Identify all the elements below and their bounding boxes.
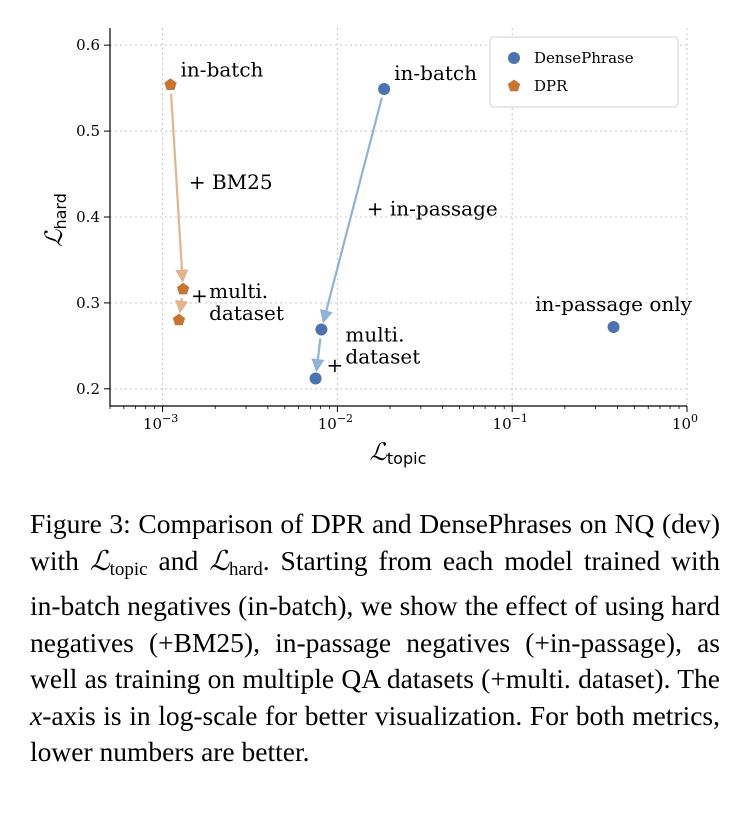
x-tick-base: 10 <box>672 415 691 433</box>
x-tick-label: 10−1 <box>493 412 528 433</box>
caption-text-2: . Starting from each model trained with … <box>30 544 721 695</box>
caption-and: and <box>158 544 199 576</box>
point-label: in-batch <box>394 61 477 85</box>
y-tick-label: 0.2 <box>76 380 100 398</box>
x-axis-label: ℒtopic <box>370 438 427 468</box>
point-dpr-0 <box>164 78 177 90</box>
arrow-densephrase-0 <box>319 97 383 324</box>
y-tick-label: 0.6 <box>76 36 100 54</box>
x-tick-exponent: −2 <box>337 412 353 425</box>
x-tick-label: 10−2 <box>318 412 353 433</box>
y-axis-subscript: hard <box>51 193 70 229</box>
point-densephrase-3 <box>607 320 620 333</box>
figure-caption: Figure 3: Comparison of DPR and DensePhr… <box>30 506 720 771</box>
x-tick-label: 100 <box>672 412 698 433</box>
point-densephrase-2 <box>309 372 322 385</box>
caption-l-topic-symbol: ℒ <box>89 544 110 576</box>
caption-sub-topic: topic <box>109 558 148 580</box>
caption-label: Figure 3: <box>30 508 131 539</box>
legend-marker-dpr <box>507 79 521 92</box>
arrow-label: + BM25 <box>189 170 273 194</box>
point-label-line: multi. <box>345 323 404 347</box>
caption-x-variable: x <box>30 699 43 731</box>
arrow-label: + in-passage <box>367 196 498 220</box>
x-tick-exponent: −1 <box>512 412 528 425</box>
point-label-line: dataset <box>209 301 284 325</box>
arrow-densephrase-1 <box>311 338 325 373</box>
caption-text-1: Comparison of DPR and DensePhrases on NQ… <box>30 508 720 576</box>
point-label-line: in-batch <box>394 61 477 85</box>
point-label-line: dataset <box>345 345 420 369</box>
x-tick-exponent: −3 <box>162 412 178 425</box>
y-axis-label: ℒhard <box>40 193 70 247</box>
point-label-line: in-batch <box>181 58 264 82</box>
y-axis-symbol: ℒ <box>40 229 68 247</box>
point-label: in-passage only <box>535 292 693 316</box>
point-label: multi. dataset <box>345 323 420 369</box>
y-tick-label: 0.4 <box>76 208 100 226</box>
legend-entry: DPR <box>534 77 568 95</box>
legend-marker-densephrase <box>508 52 520 64</box>
x-tick-base: 10 <box>143 415 162 433</box>
arrow-dpr-0 <box>169 93 189 283</box>
point-densephrase-1 <box>315 323 328 336</box>
point-label-line: multi. <box>209 279 268 303</box>
arrow-label: + <box>326 353 343 377</box>
caption-l-hard-symbol: ℒ <box>209 544 229 576</box>
x-axis-subscript: topic <box>387 449 426 468</box>
point-label-line: in-passage only <box>535 292 693 316</box>
data-points <box>164 78 620 385</box>
x-tick-base: 10 <box>318 415 337 433</box>
y-tick-label: 0.5 <box>76 122 100 140</box>
legend: DensePhrase DPR <box>489 36 679 108</box>
x-tick-label: 10−3 <box>143 412 178 433</box>
point-label: multi. dataset <box>209 279 284 325</box>
legend-box <box>489 36 679 108</box>
point-dpr-2 <box>172 313 186 326</box>
point-label: in-batch <box>181 58 264 82</box>
x-tick-base: 10 <box>493 415 512 433</box>
caption-text-3: -axis is in log-scale for better visuali… <box>30 699 720 768</box>
y-tick-label: 0.3 <box>76 294 100 312</box>
arrows <box>169 93 383 373</box>
point-densephrase-0 <box>378 82 391 95</box>
x-tick-exponent: 0 <box>691 412 698 425</box>
x-axis-symbol: ℒ <box>370 438 388 466</box>
point-dpr-1 <box>176 282 190 295</box>
caption-sub-hard: hard <box>229 558 263 580</box>
arrow-dpr-1 <box>175 297 189 314</box>
legend-entry: DensePhrase <box>534 49 634 67</box>
arrow-label: + <box>191 284 208 308</box>
